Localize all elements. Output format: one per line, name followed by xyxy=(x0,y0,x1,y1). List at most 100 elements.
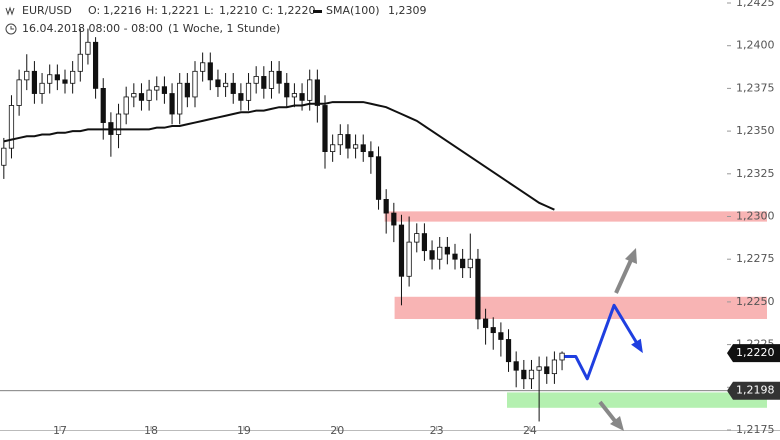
x-tick-label: 18 xyxy=(144,424,158,437)
sma-value: 1,2309 xyxy=(388,4,427,17)
candle-body xyxy=(207,62,213,81)
candle-body xyxy=(238,93,244,101)
candle-body xyxy=(521,369,527,380)
candle-body xyxy=(536,366,542,371)
candle-body xyxy=(444,246,450,255)
candle-body xyxy=(276,70,282,84)
candle-body xyxy=(421,233,428,252)
y-tick-label: 1,2275 xyxy=(736,252,775,265)
candle-body xyxy=(85,41,91,55)
candle-body xyxy=(460,258,466,269)
field-name: O: xyxy=(88,4,100,17)
y-tick-label: 1,2175 xyxy=(736,423,775,436)
candle-body xyxy=(1,147,7,166)
candle-body xyxy=(92,41,99,89)
candle-body xyxy=(475,258,481,320)
last-price-label: 1,2220 xyxy=(736,346,775,359)
candle-body xyxy=(467,258,473,269)
candle-body xyxy=(222,82,229,88)
candle-body xyxy=(146,89,152,101)
field-value: 1,2216 xyxy=(103,4,142,17)
y-tick-label: 1,2250 xyxy=(736,295,775,308)
y-tick-label: 1,2375 xyxy=(736,81,775,94)
zone xyxy=(507,392,767,408)
candle-body xyxy=(184,82,190,98)
candle-body xyxy=(16,79,22,106)
candle-body xyxy=(490,327,496,334)
candle-body xyxy=(54,74,60,81)
last-price-tag xyxy=(727,344,780,363)
candle-body xyxy=(115,113,122,135)
candle-body xyxy=(8,105,15,149)
candle-body xyxy=(77,53,83,72)
symbol: EUR/USD xyxy=(22,4,72,17)
projection-arrowhead xyxy=(631,338,643,354)
y-tick-label: 1,2350 xyxy=(736,124,775,137)
field-value: 1,2220 xyxy=(277,4,316,17)
candle-body xyxy=(39,82,45,94)
field-value: 1,2210 xyxy=(219,4,258,17)
candle-body xyxy=(62,79,68,84)
candle-body xyxy=(352,144,359,149)
candle-body xyxy=(345,134,351,149)
y-tick-label: 1,2425 xyxy=(736,0,775,9)
candle-body xyxy=(528,369,535,380)
sma-swatch xyxy=(313,10,322,13)
field-value: 1,2221 xyxy=(161,4,200,17)
candle-body xyxy=(161,86,168,94)
candle-body xyxy=(307,79,313,101)
candle-body xyxy=(123,96,129,115)
candle-body xyxy=(215,79,221,88)
candle-body xyxy=(284,82,290,98)
x-tick-label: 17 xyxy=(53,424,67,437)
projection-line xyxy=(564,303,643,381)
zone xyxy=(384,211,767,222)
candle-body xyxy=(230,82,236,94)
candle-body xyxy=(169,93,175,115)
candle-body xyxy=(513,361,519,371)
candle-body xyxy=(391,212,397,226)
field-name: L: xyxy=(204,4,214,17)
level-tag xyxy=(727,381,780,400)
candle-body xyxy=(559,352,565,361)
candle-body xyxy=(131,93,137,98)
candle-body xyxy=(314,79,320,106)
sma-name: SMA(100) xyxy=(326,4,380,17)
x-tick-label: 24 xyxy=(523,424,537,437)
candle-body xyxy=(551,359,558,375)
candle-body xyxy=(368,151,374,158)
candle-body xyxy=(383,199,389,214)
candle-body xyxy=(330,144,336,152)
x-tick-label: 20 xyxy=(330,424,344,437)
date: 16.04.2018 08:00 - 08:00 xyxy=(22,22,163,35)
candle-body xyxy=(398,224,405,277)
candle-body xyxy=(177,82,183,115)
level-label: 1,2198 xyxy=(736,384,775,397)
candle-body xyxy=(437,246,443,260)
candle-body xyxy=(375,156,382,200)
x-tick-label: 19 xyxy=(237,424,251,437)
candle-body xyxy=(268,70,275,89)
candle-body xyxy=(192,70,198,98)
y-tick-label: 1,2400 xyxy=(736,39,775,52)
sma-line xyxy=(3,101,555,211)
field-name: H: xyxy=(146,4,158,17)
candle-body xyxy=(337,134,343,146)
candle-body xyxy=(291,93,298,98)
candle-body xyxy=(138,93,145,101)
header: EUR/USD O: 1,2216 H: 1,2221 L: 1,2210 C: 1,2220 S… xyxy=(22,4,427,35)
candle-body xyxy=(299,93,305,101)
candle-body xyxy=(406,241,412,277)
y-tick-label: 1,2300 xyxy=(736,210,775,223)
range: (1 Woche, 1 Stunde) xyxy=(168,22,280,35)
candle-body xyxy=(31,70,38,94)
candle-body xyxy=(47,74,53,84)
x-tick-label: 23 xyxy=(430,424,444,437)
candle-body xyxy=(322,105,328,152)
candle-body xyxy=(482,318,489,328)
candle-body xyxy=(429,250,435,260)
candle-body xyxy=(414,233,420,243)
candle-body xyxy=(505,339,512,363)
